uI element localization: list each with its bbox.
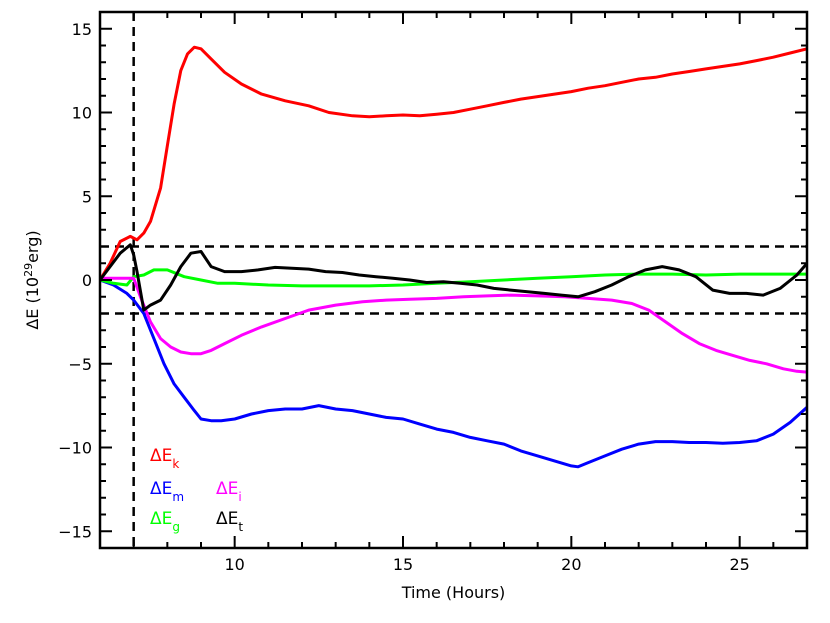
y-tick-label: 0 [82,271,92,290]
legend-label-base: ΔE [150,509,172,529]
legend-label-subscript: g [172,520,180,534]
series-line-k [100,45,807,281]
legend-entry-k: ΔEk [150,446,179,471]
reference-lines [100,12,807,548]
x-axis-title: Time (Hours) [401,583,506,602]
legend-label-base: ΔE [150,446,172,466]
legend-label-subscript: m [172,490,184,504]
series-line-g [100,268,807,288]
series-line-m [100,278,807,469]
legend-entry-t: ΔEt [216,509,243,534]
axes: 10 15 20 25 −15 −10 −5 0 5 10 15 [58,10,809,574]
y-tick-label: −5 [68,355,92,374]
legend-label-base: ΔE [150,479,172,499]
legend-label-base: ΔE [216,479,238,499]
y-axis-title-prefix: ΔE (10 [23,277,42,330]
y-tick-label: 15 [72,20,92,39]
y-axis-title: ΔE (1029erg) [22,230,43,329]
y-axis-title-suffix: erg) [23,230,42,263]
y-tick-label: −15 [58,522,92,541]
x-tick-label: 25 [729,555,749,574]
series-lines [100,45,807,469]
y-tick-label: −10 [58,439,92,458]
y-axis-title-exponent: 29 [22,263,35,277]
y-tick-label: 5 [82,187,92,206]
legend-entry-i: ΔEi [216,479,242,504]
series-line-i [100,276,807,374]
legend-label-subscript: k [172,457,179,471]
legend-label-subscript: i [238,490,241,504]
x-tick-label: 20 [561,555,581,574]
legend-label-base: ΔE [216,509,238,529]
x-tick-label: 10 [224,555,244,574]
y-tick-label: 10 [72,104,92,123]
legend-entry-m: ΔEm [150,479,184,504]
legend-label-subscript: t [238,520,243,534]
x-tick-label: 15 [393,555,413,574]
legend-entry-g: ΔEg [150,509,180,534]
series-line-t [100,243,807,312]
